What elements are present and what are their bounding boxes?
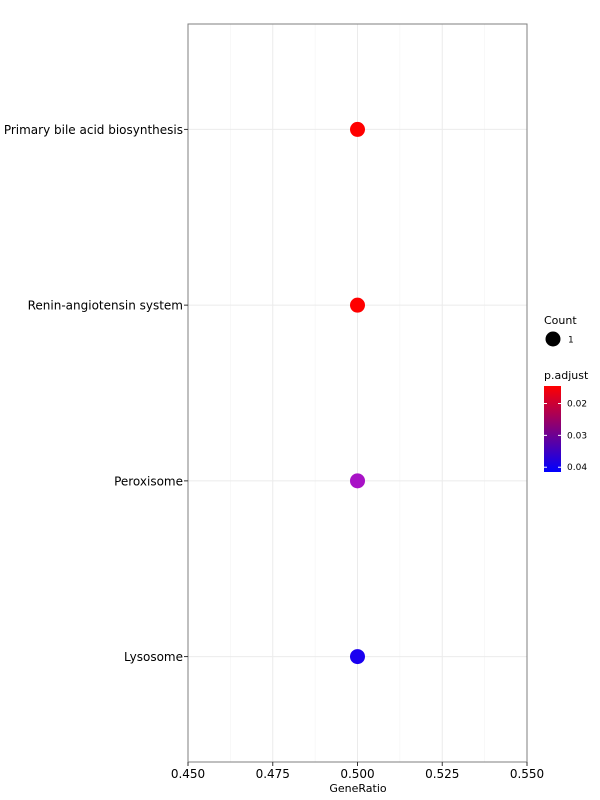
x-tick-label: 0.525 — [425, 767, 459, 781]
x-axis: 0.450 0.475 0.500 0.525 0.550 — [171, 762, 544, 781]
y-tick-label: Lysosome — [124, 650, 183, 664]
x-tick-label: 0.550 — [510, 767, 544, 781]
data-point — [350, 121, 365, 137]
y-tick-label: Peroxisome — [114, 474, 183, 488]
colorbar-tick-label: 0.02 — [567, 400, 587, 410]
legend-padjust-ticks: 0.02 0.03 0.04 — [544, 400, 587, 473]
legend-padjust-colorbar — [544, 386, 561, 472]
legend-count-title: Count — [544, 314, 577, 327]
y-tick-label: Renin-angiotensin system — [28, 299, 183, 313]
x-tick-label: 0.450 — [171, 767, 205, 781]
data-point — [350, 297, 365, 313]
x-tick-label: 0.475 — [256, 767, 290, 781]
legend: Count 1 p.adjust 0.02 0.03 0.04 — [544, 314, 589, 473]
x-tick-label: 0.500 — [340, 767, 374, 781]
data-points — [350, 121, 365, 665]
colorbar-tick-label: 0.03 — [567, 431, 587, 441]
x-axis-title: GeneRatio — [329, 782, 387, 795]
legend-count-key — [545, 331, 561, 347]
y-tick-label: Primary bile acid biosynthesis — [4, 123, 183, 137]
legend-padjust-title: p.adjust — [544, 369, 589, 382]
colorbar-tick-label: 0.04 — [567, 463, 587, 473]
minor-gridlines — [230, 24, 485, 762]
legend-count-label: 1 — [568, 336, 574, 346]
data-point — [350, 649, 365, 665]
data-point — [350, 473, 365, 489]
y-axis: Primary bile acid biosynthesis Renin-angi… — [4, 123, 188, 664]
